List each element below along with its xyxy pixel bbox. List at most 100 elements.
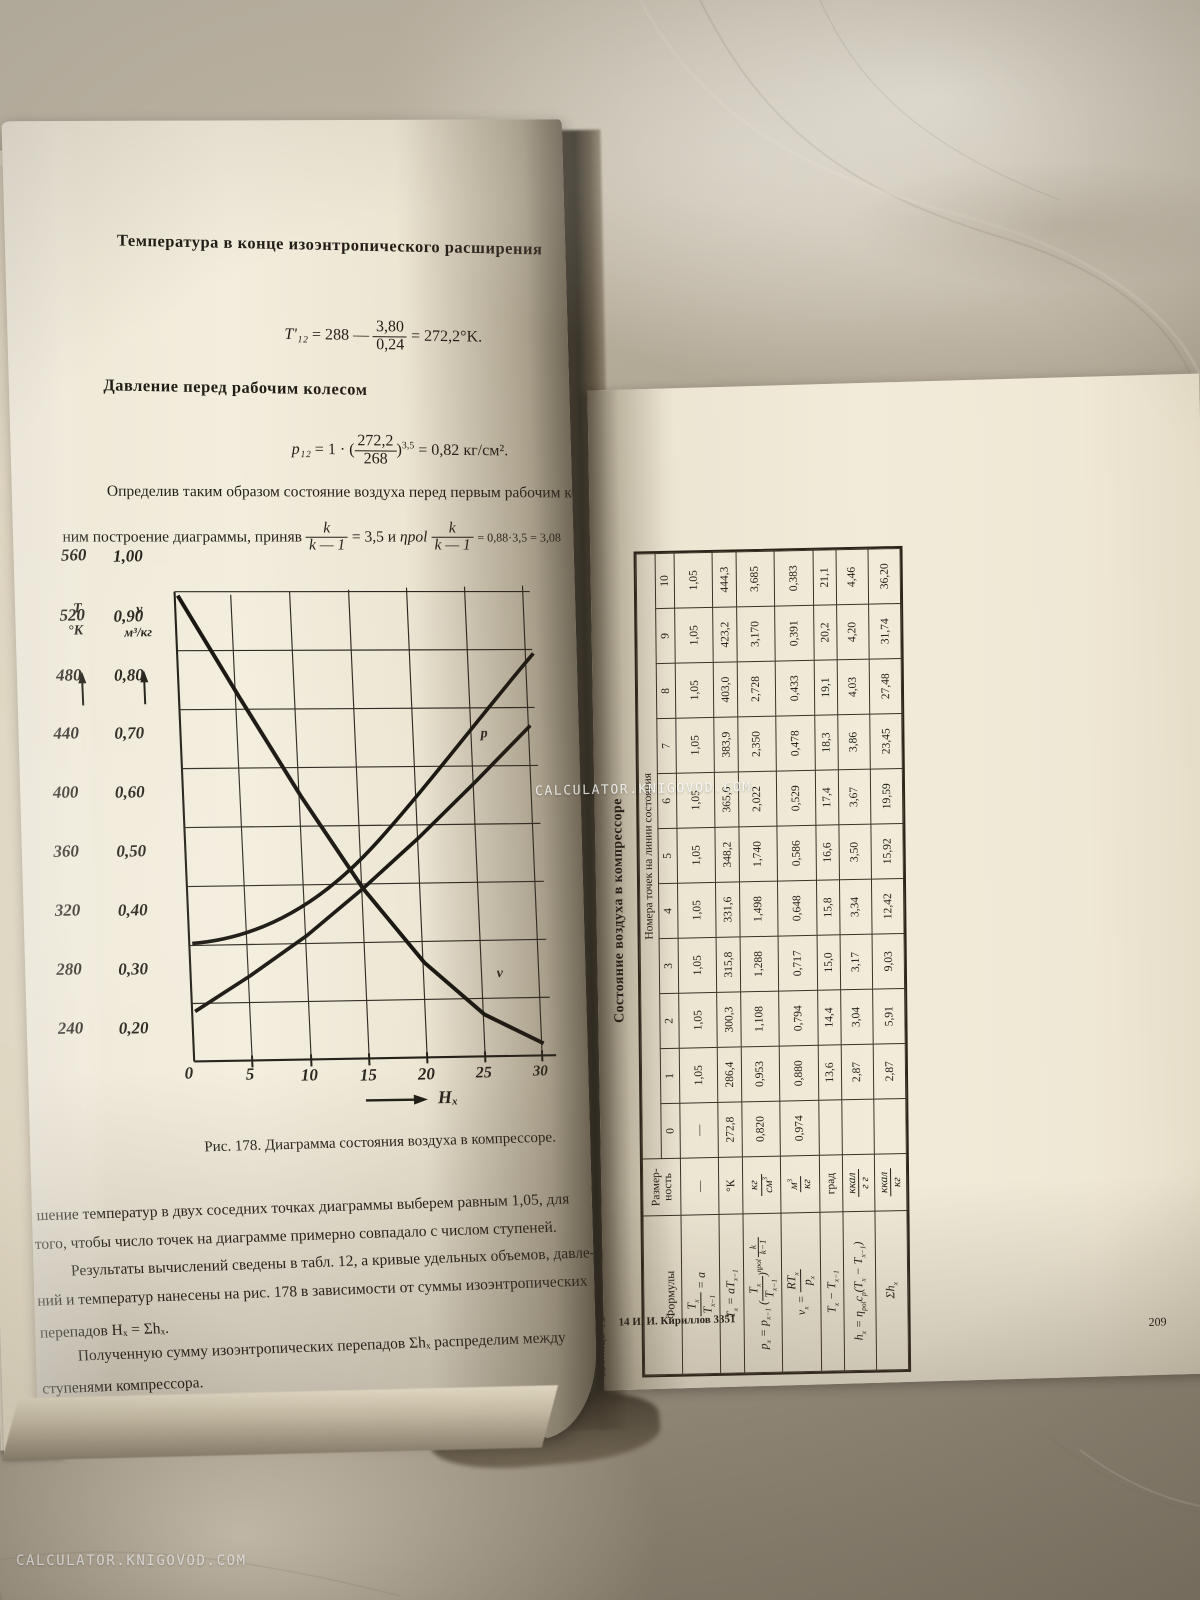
xtick-30: 30 xyxy=(532,1063,549,1080)
header-formulas: Формулы xyxy=(643,1215,683,1376)
cell: 1,05 xyxy=(674,552,714,609)
cell: 0,433 xyxy=(775,660,815,717)
formula-T12-fraction: 3,80 0,24 xyxy=(372,318,408,354)
yaxis-T-symbol: T xyxy=(72,601,83,617)
formula-T12-tail: = 272,2°K. xyxy=(410,327,483,346)
ytick-T-560: 560 xyxy=(60,545,87,565)
row-formula-ratio: Tx Tx−1 = a xyxy=(680,1214,722,1375)
x-axis-arrow-icon xyxy=(365,1094,428,1105)
yaxis-T-unit: °K xyxy=(67,623,84,639)
formula-p12-fraction: 272,2 268 xyxy=(354,432,397,468)
vx-fraction: RTx px xyxy=(784,1269,817,1293)
header-point-5: 5 xyxy=(657,828,678,884)
formula-T12-eq: = 288 — xyxy=(311,326,370,345)
px-exp-frac: k k−1 xyxy=(748,1236,769,1258)
cell: 36,20 xyxy=(868,548,901,605)
table-12-block: Таблица 12 Состояние воздуха в компрессо… xyxy=(588,375,1200,1379)
heading-isentropic-temperature: Температура в конце изоэнтропического ра… xyxy=(116,230,543,259)
cell: 1,108 xyxy=(740,991,780,1047)
cell: 0,794 xyxy=(778,990,818,1047)
paragraph-diagram-construction-line1: Определив таким образом состояние воздух… xyxy=(106,482,599,502)
cell: 3,86 xyxy=(837,714,871,770)
row-dim: ккал г г xyxy=(842,1154,875,1212)
ytick-T-440: 440 xyxy=(53,723,80,743)
dim-frac-kcal-kg: ккал кг xyxy=(878,1168,904,1197)
cell: 272,8 xyxy=(718,1101,743,1158)
cell: 1,498 xyxy=(739,881,779,937)
px-ratio-den: Tx−1 xyxy=(762,1278,779,1298)
heading-pressure-before-impeller: Давление перед рабочим колесом xyxy=(103,375,368,399)
ytick-T-480: 480 xyxy=(55,665,82,685)
cell xyxy=(818,1099,843,1156)
xtick-5: 5 xyxy=(245,1064,255,1084)
header-point-1: 1 xyxy=(660,1048,680,1104)
page-number: 209 xyxy=(1148,1314,1167,1330)
header-point-3: 3 xyxy=(659,938,679,994)
cell: 16,6 xyxy=(815,824,840,881)
row-dim: ккал кг xyxy=(874,1153,908,1212)
formula-p12-denominator: 268 xyxy=(363,450,388,468)
cell: 18,3 xyxy=(814,714,839,771)
yaxis-v-symbol: v xyxy=(135,602,143,618)
cell: 1,05 xyxy=(678,992,718,1049)
cell: 3,34 xyxy=(839,879,873,935)
header-point-9: 9 xyxy=(655,608,676,664)
cell: 2,87 xyxy=(841,1044,874,1100)
row-formula-tx: Tx = aTx−1 xyxy=(719,1213,745,1374)
dim-den: кг xyxy=(891,1177,904,1188)
row-dim: град xyxy=(818,1154,843,1213)
row-formula-sum: Σhx xyxy=(874,1210,909,1371)
k-ratio-numerator: k xyxy=(305,520,349,538)
cell: 0,953 xyxy=(740,1046,780,1102)
grid-vertical xyxy=(230,585,543,1061)
dim-frac-kcal-g: ккал г г xyxy=(845,1169,872,1197)
cell: 23,45 xyxy=(869,713,903,770)
ytick-v-1.00: 1,00 xyxy=(112,546,144,566)
header-point-0: 0 xyxy=(660,1103,681,1159)
curve-label-v: v xyxy=(496,966,504,982)
cell: 3,685 xyxy=(735,551,775,607)
ytick-T-280: 280 xyxy=(55,959,83,979)
cell: 1,05 xyxy=(678,937,718,994)
cell: 17,4 xyxy=(814,769,839,826)
cell: 15,8 xyxy=(815,879,840,936)
xaxis-label-Hx: Hₓ xyxy=(437,1086,459,1108)
formula-p12: p₁₂ = 1 · ( 272,2 268 )3,5 = 0,82 кг/см²… xyxy=(291,432,509,469)
ytick-v-0.50: 0,50 xyxy=(115,841,147,861)
grid-horizontal xyxy=(174,590,550,1005)
cell: 5,91 xyxy=(872,988,906,1045)
ytick-v-0.60: 0,60 xyxy=(114,782,146,802)
formula-p12-lhs: p₁₂ xyxy=(291,440,311,458)
cell: 403,0 xyxy=(713,661,738,718)
vx-den: px xyxy=(800,1275,817,1286)
cell: 3,04 xyxy=(840,989,874,1045)
dim-den: г г xyxy=(859,1176,872,1189)
cell: 1,05 xyxy=(675,717,715,774)
ytick-v-0.40: 0,40 xyxy=(117,900,148,920)
cell: 423,2 xyxy=(713,606,737,663)
dim-num: ккал xyxy=(845,1169,860,1197)
cell: 286,4 xyxy=(717,1046,742,1103)
cell: 1,05 xyxy=(677,882,717,939)
cell: 1,05 xyxy=(679,1047,719,1104)
cell: — xyxy=(679,1102,719,1159)
cell xyxy=(841,1099,875,1155)
cell: 2,87 xyxy=(873,1043,906,1100)
body-line-5: перепадов Hₓ = Σhₓ. xyxy=(39,1319,170,1342)
curve-label-p: p xyxy=(480,726,488,742)
cell: 15,0 xyxy=(816,934,841,991)
cell: 31,74 xyxy=(868,603,902,660)
table-title: Состояние воздуха в компрессоре xyxy=(610,798,628,1024)
cell: 331,6 xyxy=(715,881,740,938)
ytick-T-360: 360 xyxy=(52,841,80,861)
header-point-4: 4 xyxy=(658,883,679,939)
cell: 19,59 xyxy=(870,768,904,825)
cell: 3,17 xyxy=(839,934,873,990)
cell: 444,3 xyxy=(712,551,737,608)
header-dimension: Размер- ность xyxy=(642,1158,681,1217)
ytick-v-0.20: 0,20 xyxy=(118,1018,149,1038)
watermark-corner: CALCULATOR.KNIGOVOD.COM xyxy=(16,1553,247,1569)
yaxis-v-unit: м³/кг xyxy=(123,624,153,640)
ratio-eq: = a xyxy=(693,1271,708,1290)
